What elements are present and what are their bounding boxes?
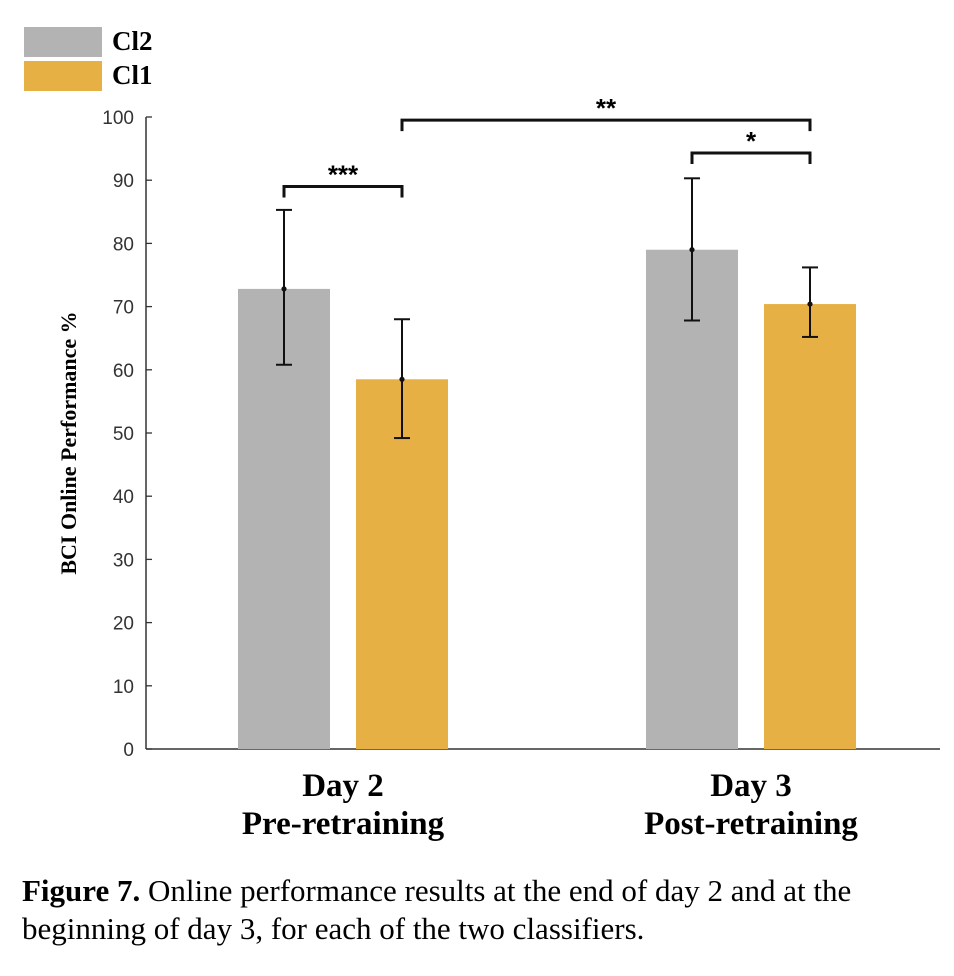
significance-bracket — [690, 151, 812, 165]
significance-bracket — [400, 118, 812, 132]
y-tick-label: 90 — [113, 171, 134, 192]
legend-swatch-cl1 — [24, 61, 102, 91]
significance-label: ** — [596, 93, 617, 123]
y-axis-label: BCI Online Performance % — [56, 311, 81, 574]
caption-text: Online performance results at the end of… — [22, 873, 852, 946]
significance-brackets: ****** — [282, 93, 812, 198]
x-category-label-line1: Day 2 — [302, 768, 384, 804]
y-tick-label: 50 — [113, 424, 134, 445]
x-category-label-line2: Post-retraining — [644, 806, 858, 842]
y-tick-label: 100 — [102, 108, 134, 129]
y-tick-label: 60 — [113, 361, 134, 382]
bar-cl2 — [646, 249, 738, 749]
y-axis: 0 10 20 30 40 50 60 70 80 90 100 BCI Online Perform… — [56, 108, 152, 761]
y-tick-label: 0 — [123, 740, 134, 761]
significance-label: * — [746, 126, 757, 156]
y-tick-label: 80 — [113, 234, 134, 255]
x-category-label-line1: Day 3 — [710, 768, 792, 804]
significance-label: *** — [328, 160, 359, 190]
legend-label-cl2: Cl2 — [112, 26, 153, 56]
caption-label: Figure 7. — [22, 873, 141, 908]
bar-cl1 — [764, 304, 856, 749]
y-tick-label: 70 — [113, 298, 134, 319]
x-category-label-line2: Pre-retraining — [242, 806, 445, 842]
mean-point — [281, 286, 287, 292]
y-tick-label: 10 — [113, 677, 134, 698]
figure-caption: Figure 7. Online performance results at … — [22, 872, 942, 948]
significance-bracket — [282, 185, 404, 198]
bars — [238, 249, 856, 749]
y-tick-label: 40 — [113, 487, 134, 508]
bar-cl1 — [356, 379, 448, 749]
mean-point — [689, 247, 695, 253]
y-tick-label: 20 — [113, 614, 134, 635]
legend-swatch-cl2 — [24, 27, 102, 57]
mean-point — [807, 301, 813, 307]
mean-point — [399, 376, 405, 382]
legend-label-cl1: Cl1 — [112, 60, 153, 90]
y-tick-label: 30 — [113, 550, 134, 571]
error-bars — [276, 177, 818, 440]
